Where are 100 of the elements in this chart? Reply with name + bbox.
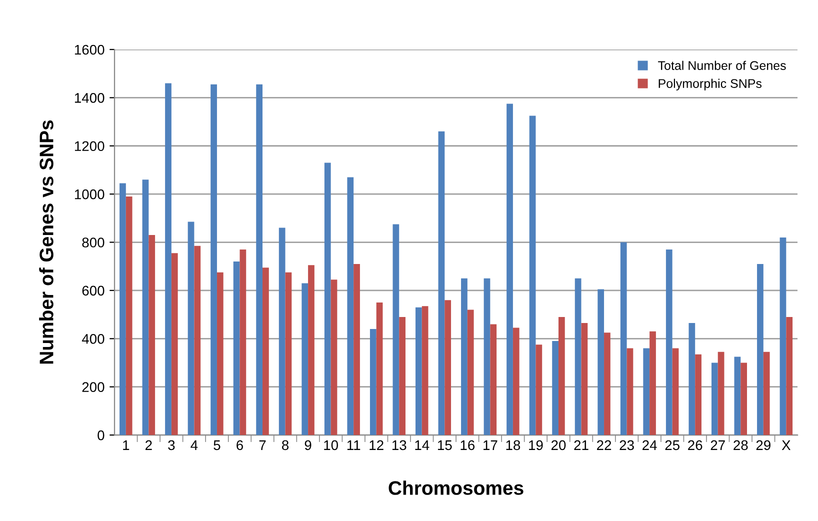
bar — [370, 329, 376, 436]
bar — [210, 84, 217, 436]
bar — [278, 228, 286, 436]
bar — [438, 131, 445, 436]
x-tick-label: 22 — [597, 440, 612, 450]
x-tick-label: 10 — [324, 440, 338, 450]
x-tick-label: 12 — [370, 440, 384, 450]
x-tick-label: 21 — [574, 440, 588, 450]
bar — [536, 344, 542, 436]
bar — [444, 300, 452, 436]
y-tick-label: 1000 — [74, 189, 104, 200]
bar — [422, 306, 428, 436]
bar — [506, 104, 513, 436]
x-tick-label: 29 — [756, 440, 770, 450]
bar — [392, 224, 400, 436]
bar — [324, 162, 331, 436]
bar — [461, 278, 468, 436]
bar — [581, 322, 588, 436]
x-tick-label: 5 — [214, 440, 220, 450]
x-tick-label: 20 — [551, 440, 566, 450]
bar — [598, 289, 604, 436]
bar — [467, 310, 474, 436]
x-tick-label: 17 — [484, 440, 498, 450]
bar — [552, 341, 558, 436]
bar — [734, 356, 741, 436]
x-tick-label: 15 — [438, 440, 452, 450]
x-tick-label: 13 — [392, 440, 406, 450]
bar — [142, 180, 149, 436]
bar — [666, 249, 672, 436]
bar — [672, 348, 679, 436]
bar — [558, 316, 565, 436]
bar — [354, 264, 360, 436]
x-tick-label: 25 — [665, 440, 680, 450]
y-tick-label: 0 — [98, 430, 104, 440]
bar — [529, 116, 536, 436]
y-tick-label: 1600 — [74, 44, 104, 55]
x-tick-label: 23 — [620, 440, 634, 450]
y-tick-label: 200 — [82, 382, 104, 392]
x-axis-title: Chromosomes — [388, 480, 524, 495]
bar — [120, 183, 126, 436]
bar — [604, 332, 610, 436]
bar — [718, 352, 724, 436]
bar — [302, 283, 308, 436]
x-tick-label: 11 — [347, 440, 360, 450]
bar — [490, 324, 497, 436]
bar — [240, 249, 246, 436]
bar — [399, 316, 406, 436]
bar — [330, 280, 338, 436]
bar — [695, 354, 702, 436]
x-tick-label: 27 — [710, 440, 725, 450]
bar — [786, 316, 793, 436]
bar — [740, 362, 748, 436]
bar — [643, 348, 650, 436]
bar — [376, 302, 383, 436]
bar — [262, 268, 269, 436]
bar — [216, 272, 224, 436]
y-tick-label: 1400 — [74, 93, 104, 103]
bar — [233, 262, 240, 436]
bar — [126, 196, 132, 436]
bar — [512, 328, 520, 436]
bar — [285, 272, 292, 436]
bar — [347, 177, 354, 436]
legend-label: Polymorphic SNPs — [658, 78, 762, 90]
y-tick-label: 1200 — [74, 141, 104, 152]
bar — [308, 265, 314, 436]
bar — [620, 242, 627, 436]
x-tick-label: X — [782, 440, 791, 450]
x-tick-label: 24 — [642, 440, 657, 450]
bar — [194, 246, 201, 436]
bar — [148, 235, 156, 436]
x-tick-label: 4 — [190, 440, 198, 450]
bar — [711, 362, 718, 436]
bar — [650, 331, 656, 436]
x-tick-label: 8 — [282, 440, 289, 450]
legend-label: Total Number of Genes — [658, 60, 786, 70]
bar — [171, 253, 178, 436]
x-tick-label: 9 — [304, 440, 312, 450]
x-tick-label: 18 — [506, 440, 520, 450]
x-tick-label: 1 — [123, 440, 130, 450]
x-tick-label: 2 — [146, 440, 152, 450]
x-tick-label: 19 — [529, 440, 543, 450]
x-tick-label: 26 — [688, 440, 702, 450]
bar — [574, 278, 582, 436]
x-tick-label: 6 — [236, 440, 243, 450]
y-tick-label: 600 — [82, 286, 104, 296]
x-tick-label: 28 — [734, 440, 748, 450]
x-tick-label: 16 — [460, 440, 475, 450]
y-axis-title: Number of Genes vs SNPs — [39, 120, 54, 364]
x-tick-label: 7 — [259, 440, 266, 450]
bar — [763, 352, 770, 436]
x-tick-label: 3 — [168, 440, 175, 450]
bar — [188, 222, 194, 436]
bar — [484, 278, 490, 436]
bar — [688, 322, 696, 436]
bar — [780, 237, 786, 436]
bar — [416, 307, 422, 436]
y-tick-label: 400 — [82, 334, 104, 344]
x-tick-label: 14 — [415, 440, 430, 450]
bar — [256, 84, 263, 436]
bar — [165, 83, 172, 436]
